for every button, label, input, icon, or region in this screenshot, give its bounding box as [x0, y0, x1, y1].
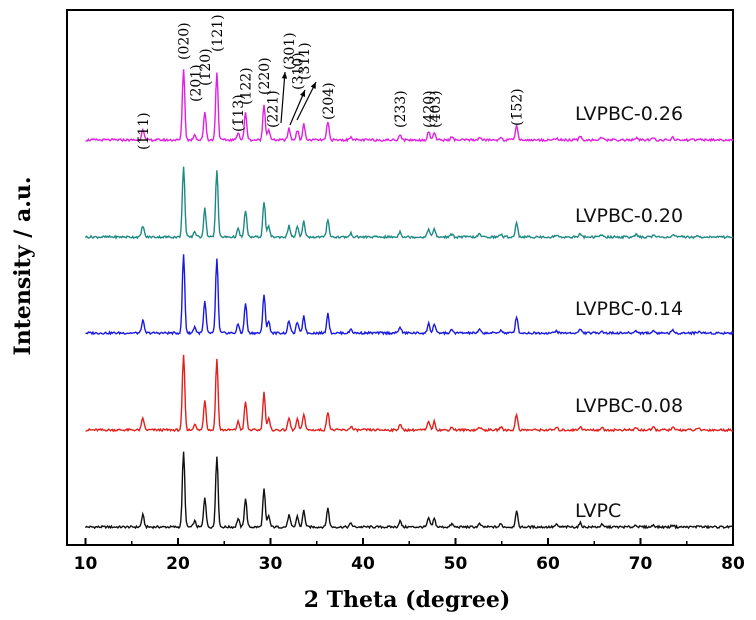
- peak-label: (220): [257, 57, 273, 95]
- peak-label: (020): [177, 22, 193, 60]
- peak-label: (1̄52): [510, 88, 526, 126]
- peak-label: (310): [290, 52, 306, 90]
- series-label: LVPBC-0.20: [575, 205, 683, 227]
- x-tick-label: 20: [166, 554, 190, 574]
- series-line-lvpbc-0-26: [85, 69, 734, 143]
- x-tick-label: 80: [721, 554, 745, 574]
- x-tick-label: 10: [74, 554, 98, 574]
- series-line-lvpc: [84, 451, 734, 530]
- peak-label: (1̄13): [231, 94, 247, 132]
- peak-label: (204): [321, 82, 337, 120]
- plot-area: LVPC LVPBC-0.08 LVPBC-0.14 LVPBC-0.20 LVPBC-…: [66, 9, 734, 546]
- x-tick-label: 60: [536, 554, 560, 574]
- x-axis-title: 2 Theta (degree): [304, 587, 511, 613]
- y-axis-title: Intensity / a.u.: [10, 176, 36, 355]
- plot-frame: [66, 9, 734, 546]
- peak-arrow: [280, 71, 286, 124]
- series-line-lvpbc-0-20: [84, 166, 734, 240]
- x-tick-label: 30: [259, 554, 283, 574]
- x-tick-label: 40: [351, 554, 375, 574]
- peak-label: (120): [198, 48, 214, 86]
- peak-label: (201): [189, 64, 205, 102]
- arrow-head: [310, 82, 316, 89]
- peak-label: (121): [210, 14, 226, 52]
- series-label: LVPBC-0.08: [575, 395, 683, 417]
- peak-label: (221): [265, 90, 281, 128]
- peak-label: (2̄33): [393, 90, 409, 128]
- series-label: LVPBC-0.14: [575, 298, 683, 320]
- peak-label: (122): [239, 67, 255, 105]
- x-tick-label: 50: [444, 554, 468, 574]
- arrow-head: [300, 90, 305, 97]
- series-label: LVPC: [575, 500, 621, 522]
- peak-label: (311): [297, 42, 313, 80]
- peak-arrow: [296, 81, 317, 121]
- series-line-lvpbc-0-14: [85, 254, 734, 336]
- x-axis-ticks: 10 20 30 40 50 60 70 80: [74, 538, 745, 574]
- peak-label: (4̄03): [428, 90, 444, 128]
- peak-label: (1̄11): [136, 112, 152, 150]
- peak-label: (420): [422, 90, 438, 128]
- series-line-lvpbc-0-08: [85, 354, 734, 433]
- x-tick-label: 70: [629, 554, 653, 574]
- peak-label: (301): [282, 32, 298, 70]
- series-label: LVPBC-0.26: [575, 103, 683, 125]
- arrow-head: [281, 72, 288, 79]
